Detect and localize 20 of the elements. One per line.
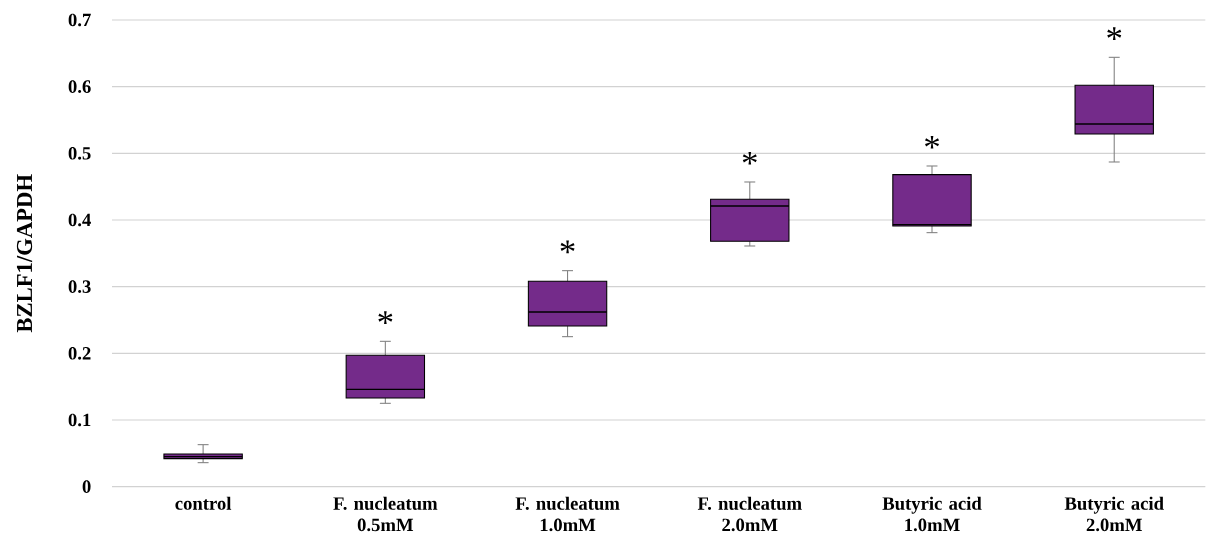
annotation: * [925, 136, 940, 149]
y-tick-label: 0.2 [68, 347, 91, 360]
y-axis-title: BZLF1/GAPDH [16, 174, 33, 333]
annotation: * [1107, 27, 1122, 41]
annotation: * [560, 240, 575, 254]
x-tick-label: Butyric acid 1.0mM [882, 496, 982, 532]
y-tick-label: 0 [82, 480, 91, 494]
x-tick-label: F. nucleatum 1.0mM [515, 496, 620, 532]
x-tick-label: F. nucleatum 0.5mM [333, 496, 438, 532]
x-tick-label: control [175, 496, 232, 511]
y-tick-label: 0.7 [68, 13, 91, 27]
y-tick-label: 0.3 [68, 280, 91, 294]
y-tick-label: 0.6 [68, 80, 91, 94]
y-tick-label: 0.1 [68, 413, 91, 427]
x-tick-label: F. nucleatum 2.0mM [697, 496, 802, 532]
annotation: * [378, 311, 393, 325]
y-tick-label: 0.5 [68, 147, 91, 160]
x-tick-label: Butyric acid 2.0mM [1064, 496, 1164, 532]
annotation: * [742, 152, 757, 165]
y-tick-label: 0.4 [68, 213, 91, 227]
